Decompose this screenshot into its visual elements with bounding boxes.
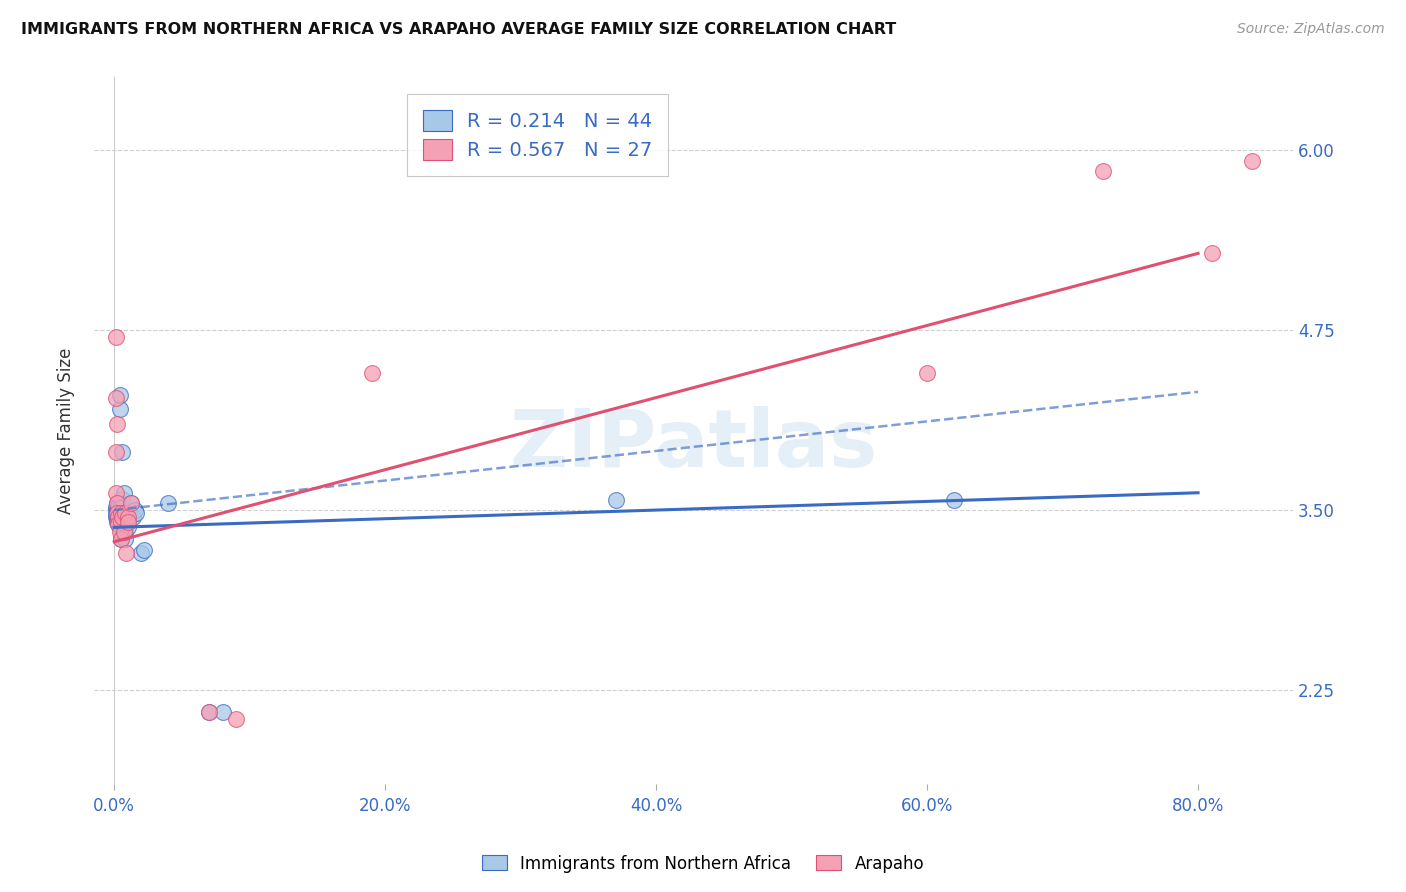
Point [132,543,155,558]
Point [108,520,131,534]
Point [111,515,134,529]
Point [1201,246,1223,260]
Point [105,515,128,529]
Point [117,512,139,526]
Point [110,515,132,529]
Point [225,712,247,726]
Legend: R = 0.214   N = 44, R = 0.567   N = 27: R = 0.214 N = 44, R = 0.567 N = 27 [406,95,668,176]
Point [1092,164,1115,178]
Point [112,524,135,539]
Point [111,510,134,524]
Point [198,705,221,719]
Point [110,506,132,520]
Point [125,506,148,520]
Point [605,493,627,508]
Point [114,532,136,546]
Point [108,510,131,524]
Point [117,520,139,534]
Point [108,524,131,539]
Point [104,500,127,515]
Point [104,445,127,459]
Point [105,496,128,510]
Point [120,496,142,510]
Point [111,445,134,459]
Point [105,503,128,517]
Point [110,496,132,510]
Point [107,503,129,517]
Point [104,485,127,500]
Point [105,417,128,431]
Point [110,532,132,546]
Point [198,705,221,719]
Point [360,366,382,380]
Point [107,508,129,523]
Point [117,506,139,520]
Point [112,485,135,500]
Point [120,496,142,510]
Point [1241,154,1264,169]
Point [112,517,135,532]
Point [124,503,146,517]
Point [915,366,938,380]
Point [105,506,128,520]
Point [112,510,135,524]
Point [117,510,139,524]
Point [104,330,127,344]
Point [105,512,128,526]
Point [104,391,127,405]
Legend: Immigrants from Northern Africa, Arapaho: Immigrants from Northern Africa, Arapaho [475,848,931,880]
Point [122,510,145,524]
Point [104,510,127,524]
Text: IMMIGRANTS FROM NORTHERN AFRICA VS ARAPAHO AVERAGE FAMILY SIZE CORRELATION CHART: IMMIGRANTS FROM NORTHERN AFRICA VS ARAPA… [21,22,897,37]
Point [107,510,129,524]
Point [115,546,138,560]
Point [112,524,135,539]
Point [105,496,128,510]
Text: ZIPatlas: ZIPatlas [509,406,877,483]
Point [114,506,136,520]
Point [114,524,136,539]
Point [108,402,131,417]
Point [104,508,127,522]
Point [111,491,134,506]
Point [117,515,139,529]
Point [211,705,233,719]
Text: Source: ZipAtlas.com: Source: ZipAtlas.com [1237,22,1385,37]
Point [131,546,153,560]
Point [157,496,180,510]
Point [104,503,127,517]
Point [105,506,128,520]
Point [943,493,966,508]
Point [107,517,129,532]
Point [110,532,132,546]
Point [110,510,132,524]
Point [110,506,132,520]
Point [108,387,131,401]
Point [107,499,129,513]
Y-axis label: Average Family Size: Average Family Size [58,348,75,514]
Point [107,517,129,532]
